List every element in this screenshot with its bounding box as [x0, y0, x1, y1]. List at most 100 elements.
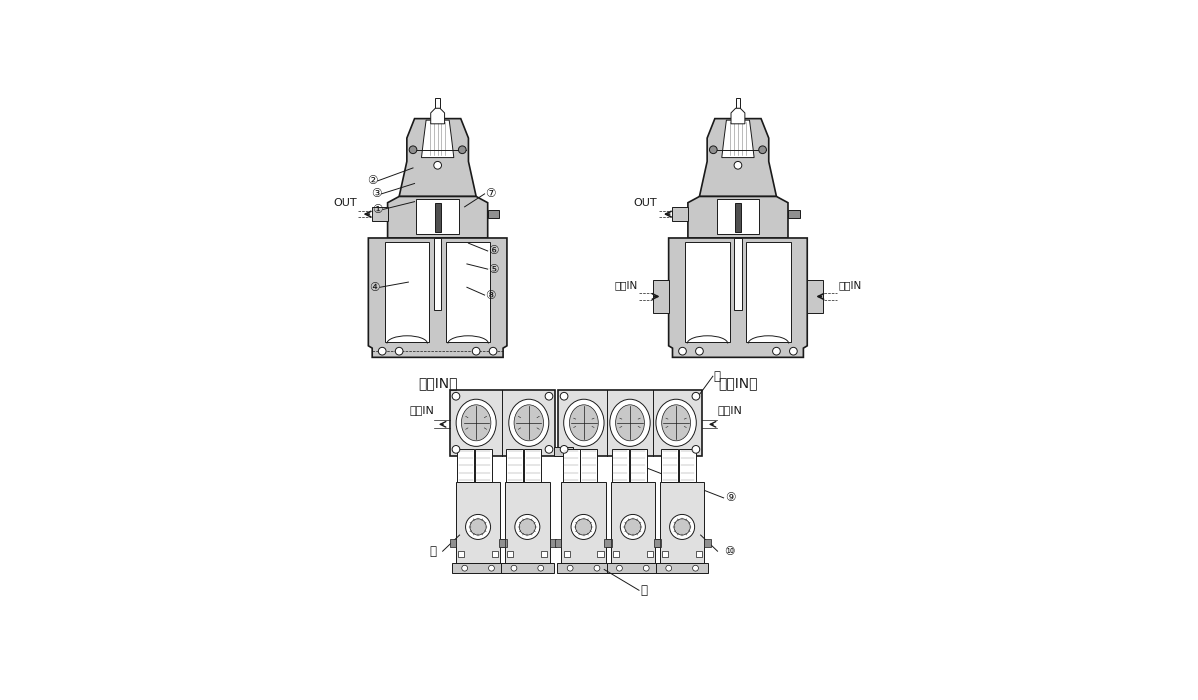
Bar [611, 482, 655, 564]
Circle shape [575, 519, 592, 535]
Circle shape [512, 566, 516, 571]
Bar [488, 210, 500, 218]
Circle shape [472, 347, 480, 355]
Text: ④: ④ [369, 281, 380, 294]
Circle shape [666, 566, 672, 571]
Circle shape [773, 347, 780, 355]
Ellipse shape [657, 399, 696, 447]
Bar [661, 449, 678, 482]
Circle shape [379, 347, 386, 355]
Circle shape [692, 393, 700, 400]
Bar [449, 390, 555, 456]
Ellipse shape [564, 399, 604, 447]
Bar [525, 449, 541, 482]
Circle shape [470, 519, 486, 535]
Circle shape [545, 445, 552, 453]
Bar [434, 238, 442, 309]
Circle shape [734, 162, 742, 169]
Text: 共通IN: 共通IN [410, 405, 435, 415]
Text: ⑤: ⑤ [488, 262, 498, 276]
Circle shape [452, 393, 460, 400]
Circle shape [789, 347, 797, 355]
Bar [373, 206, 388, 221]
Text: OUT: OUT [333, 198, 357, 208]
Text: 個別IN形: 個別IN形 [718, 377, 757, 391]
Circle shape [674, 519, 690, 535]
Bar [746, 241, 791, 342]
Bar [506, 482, 550, 564]
Bar [581, 449, 598, 482]
Text: ③: ③ [371, 188, 381, 200]
Bar [385, 241, 429, 342]
Bar [685, 241, 730, 342]
Text: ⑪: ⑪ [430, 545, 436, 558]
Bar [550, 539, 556, 547]
Polygon shape [388, 197, 488, 238]
Polygon shape [731, 108, 745, 124]
Bar [507, 551, 514, 557]
Circle shape [519, 519, 536, 535]
Ellipse shape [514, 405, 544, 441]
Bar [501, 564, 553, 573]
Bar [662, 551, 668, 557]
Circle shape [461, 566, 467, 571]
Text: 個別IN: 個別IN [615, 280, 637, 290]
Circle shape [692, 445, 700, 453]
Text: ⑩: ⑩ [724, 545, 734, 558]
Bar [498, 539, 506, 547]
Bar [563, 449, 580, 482]
Text: ⑥: ⑥ [488, 244, 498, 258]
Circle shape [545, 393, 552, 400]
Bar [654, 539, 660, 547]
Ellipse shape [616, 405, 645, 441]
Bar [455, 482, 501, 564]
Bar [788, 210, 799, 218]
Bar [734, 238, 742, 309]
Bar [561, 482, 606, 564]
Bar [696, 551, 702, 557]
Circle shape [434, 162, 442, 169]
Circle shape [696, 347, 703, 355]
Bar [647, 551, 653, 557]
Bar [660, 482, 704, 564]
Circle shape [410, 146, 417, 153]
Polygon shape [721, 120, 754, 158]
Polygon shape [417, 199, 459, 234]
Bar [446, 241, 490, 342]
Circle shape [452, 445, 460, 453]
Text: ⑫: ⑫ [714, 370, 721, 383]
Bar [458, 551, 464, 557]
Bar [630, 449, 647, 482]
Circle shape [709, 146, 718, 153]
Ellipse shape [461, 405, 491, 441]
Bar [807, 280, 823, 313]
Ellipse shape [661, 405, 690, 441]
Bar [657, 564, 708, 573]
Text: OUT: OUT [634, 198, 657, 208]
Bar [507, 449, 524, 482]
Text: ⑨: ⑨ [725, 491, 736, 505]
Bar [435, 202, 441, 232]
Circle shape [758, 146, 767, 153]
Circle shape [395, 347, 403, 355]
Bar [704, 539, 710, 547]
Polygon shape [688, 197, 788, 238]
Circle shape [594, 566, 600, 571]
Circle shape [515, 514, 540, 540]
Circle shape [567, 566, 573, 571]
Ellipse shape [569, 405, 598, 441]
Circle shape [617, 566, 622, 571]
Polygon shape [368, 238, 507, 357]
Circle shape [561, 445, 568, 453]
Ellipse shape [456, 399, 496, 447]
Bar [449, 539, 455, 547]
Text: 個別IN: 個別IN [839, 280, 861, 290]
Bar [452, 564, 504, 573]
Text: 共通IN形: 共通IN形 [418, 377, 458, 391]
Bar [553, 447, 574, 456]
Bar [598, 551, 604, 557]
Text: ①: ① [373, 203, 383, 216]
Bar [558, 390, 702, 456]
Text: 共通IN: 共通IN [718, 405, 743, 415]
Text: ⑬: ⑬ [641, 584, 648, 597]
